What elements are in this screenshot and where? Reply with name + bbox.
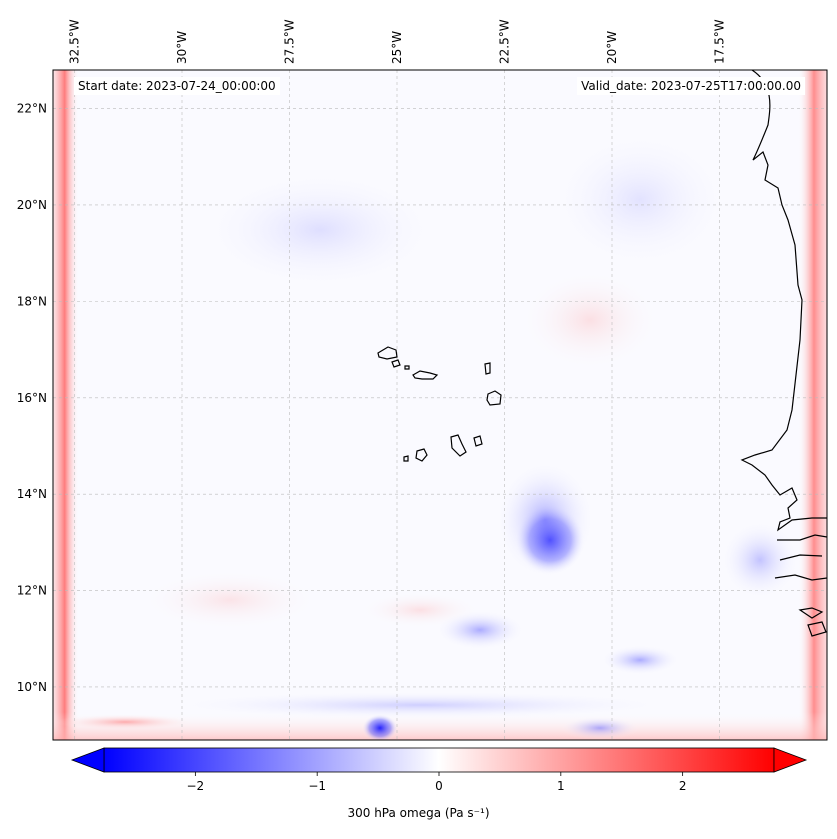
lat-tick-label: 10°N: [17, 680, 47, 694]
island-sao-nicolau: [412, 370, 439, 380]
latitude-labels: 22°N 20°N 18°N 16°N 14°N 12°N 10°N: [17, 102, 47, 694]
red-patch-east: [520, 270, 660, 370]
blue-patch-north: [200, 170, 440, 290]
blue-patch-south-3: [362, 714, 398, 740]
right-edge-band: [798, 70, 827, 740]
blue-patch-northeast: [550, 130, 730, 270]
map-panel: [53, 70, 827, 740]
lon-tick-label: 25°W: [390, 31, 404, 64]
colorbar-extend-high: [773, 747, 808, 773]
colorbar-extend-low: [70, 747, 105, 773]
colorbar-tick-label: 0: [435, 779, 443, 793]
start-date-label: Start date: 2023-07-24_00:00:00: [74, 77, 280, 95]
colorbar-tick-label: −1: [308, 779, 326, 793]
lon-tick-label: 17.5°W: [713, 19, 727, 64]
island-santiago: [450, 434, 467, 457]
colorbar-body: [103, 747, 775, 773]
lon-tick-label: 27.5°W: [283, 19, 297, 64]
colorbar-label: 300 hPa omega (Pa s⁻¹): [347, 806, 490, 820]
lat-tick-label: 14°N: [17, 487, 47, 501]
island-maio: [473, 435, 483, 447]
lat-tick-label: 12°N: [17, 584, 47, 598]
blue-patch-south-1: [435, 610, 525, 650]
island-sal: [484, 362, 491, 375]
coastlines: [377, 70, 827, 637]
lat-tick-label: 18°N: [17, 294, 47, 308]
left-edge-band: [53, 70, 79, 740]
colorbar: −2 −1 0 1 2: [70, 747, 808, 793]
island-boa-vista: [486, 390, 502, 406]
island-santa-luzia: [404, 365, 410, 370]
lon-tick-label: 32.5°W: [68, 19, 82, 64]
graticule: [53, 70, 827, 740]
island-brava: [403, 455, 409, 462]
lat-tick-label: 22°N: [17, 102, 47, 116]
lon-tick-label: 20°W: [605, 31, 619, 64]
colorbar-tick-label: 1: [557, 779, 565, 793]
africa-coastline: [740, 70, 827, 637]
blue-plume-convection: [495, 460, 595, 580]
map-frame: [52, 69, 828, 741]
lon-tick-label: 30°W: [175, 31, 189, 64]
lat-tick-label: 16°N: [17, 391, 47, 405]
colorbar-ticks: −2 −1 0 1 2: [187, 772, 687, 793]
blue-patch-south-2: [600, 645, 680, 675]
colorbar-tick-label: −2: [187, 779, 205, 793]
red-patch-southwest: [140, 570, 320, 630]
blue-patch-east-coast: [720, 520, 800, 600]
lon-tick-label: 22.5°W: [498, 19, 512, 64]
island-fogo: [415, 448, 428, 462]
blue-patch-south-4: [560, 716, 640, 740]
valid-date-label: Valid_date: 2023-07-25T17:00:00.00: [577, 77, 805, 95]
blue-band-bottom: [160, 691, 680, 719]
colorbar-tick-label: 2: [679, 779, 687, 793]
island-santo-antao: [377, 346, 398, 360]
island-sao-vicente: [391, 359, 401, 368]
red-streak-bottom-left: [55, 714, 195, 730]
longitude-labels: 32.5°W 30°W 27.5°W 25°W 22.5°W 20°W 17.5°W: [68, 19, 727, 64]
lat-tick-label: 20°N: [17, 198, 47, 212]
omega-field: [53, 70, 827, 740]
